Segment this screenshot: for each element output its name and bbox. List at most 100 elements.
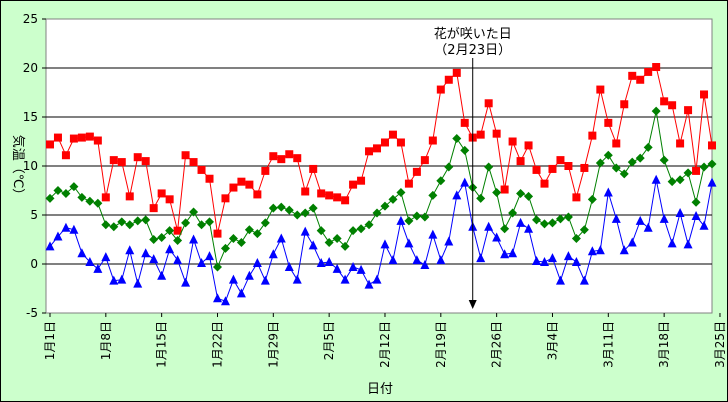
- data-point-min: [540, 257, 550, 267]
- data-point-min: [356, 264, 366, 274]
- data-point-min: [396, 215, 406, 225]
- data-point-min: [595, 245, 605, 255]
- data-point-mean: [125, 220, 135, 230]
- data-point-mean: [484, 162, 494, 172]
- data-point-max: [261, 166, 270, 175]
- data-point-max: [357, 176, 366, 185]
- data-point-min: [611, 213, 621, 223]
- data-point-mean: [587, 194, 597, 204]
- data-point-min: [555, 275, 565, 285]
- data-point-min: [268, 249, 278, 259]
- data-point-mean: [141, 215, 151, 225]
- data-point-mean: [244, 225, 254, 235]
- data-point-max: [317, 189, 326, 198]
- data-point-min: [53, 231, 63, 241]
- data-point-min: [260, 275, 270, 285]
- x-tick-label: 1月22日: [210, 321, 224, 368]
- data-point-max: [173, 226, 182, 235]
- data-point-min: [244, 270, 254, 280]
- data-point-min: [571, 257, 581, 267]
- data-point-min: [364, 279, 374, 289]
- data-point-max: [580, 163, 589, 172]
- x-tick-label: 1月15日: [155, 321, 169, 368]
- data-point-max: [341, 196, 350, 205]
- bloom-day-arrow-head: [468, 300, 477, 309]
- data-point-mean: [667, 177, 677, 187]
- data-point-max: [213, 229, 222, 238]
- data-point-mean: [212, 262, 222, 272]
- data-point-mean: [619, 169, 629, 179]
- data-point-max: [588, 131, 597, 140]
- data-point-mean: [571, 234, 581, 244]
- data-point-mean: [380, 201, 390, 211]
- data-point-mean: [340, 241, 350, 251]
- data-point-max: [388, 130, 397, 139]
- y-tick-labels: -5 0 5 10 15 20 25: [23, 12, 46, 320]
- data-point-mean: [85, 196, 95, 206]
- data-point-max: [157, 189, 166, 198]
- data-point-mean: [388, 194, 398, 204]
- data-point-min: [220, 296, 230, 306]
- data-point-max: [93, 136, 102, 145]
- data-point-mean: [268, 203, 278, 213]
- data-point-min: [101, 252, 111, 262]
- data-point-mean: [699, 162, 709, 172]
- data-point-mean: [205, 217, 215, 227]
- data-point-mean: [61, 188, 71, 198]
- data-point-max: [700, 90, 709, 99]
- series-max: [45, 63, 716, 238]
- data-point-max: [412, 167, 421, 176]
- data-point-max: [373, 144, 382, 153]
- bloom-annotation-date: （2月23日）: [434, 43, 511, 58]
- y-tick-label: -5: [26, 306, 38, 320]
- data-point-max: [293, 154, 302, 163]
- data-point-mean: [149, 235, 159, 244]
- data-point-min: [508, 248, 518, 258]
- data-point-min: [643, 222, 653, 232]
- data-point-max: [85, 132, 94, 141]
- data-point-min: [205, 251, 215, 261]
- data-point-min: [436, 255, 446, 265]
- data-point-min: [603, 187, 613, 197]
- series-mean: [45, 106, 717, 272]
- data-point-min: [133, 278, 143, 288]
- data-point-min: [707, 177, 717, 187]
- data-point-max: [436, 85, 445, 94]
- data-point-min: [691, 210, 701, 220]
- data-point-mean: [532, 215, 542, 225]
- data-point-max: [692, 166, 701, 175]
- data-point-min: [61, 222, 71, 232]
- x-tick-label: 3月25日: [713, 321, 727, 368]
- data-point-max: [141, 157, 150, 166]
- y-axis-label: 気温（℃）: [10, 135, 26, 202]
- data-point-mean: [707, 159, 717, 169]
- data-point-max: [660, 97, 669, 106]
- data-point-mean: [516, 188, 526, 198]
- data-point-mean: [316, 226, 326, 236]
- data-point-max: [428, 136, 437, 145]
- data-point-mean: [189, 207, 199, 217]
- x-tick-label: 2月19日: [434, 321, 448, 368]
- data-point-max: [652, 63, 661, 72]
- x-tick-label: 3月11日: [601, 321, 615, 368]
- data-point-max: [508, 137, 517, 146]
- data-point-min: [492, 232, 502, 242]
- data-point-min: [476, 253, 486, 263]
- data-point-max: [396, 138, 405, 147]
- data-point-max: [301, 187, 310, 196]
- data-point-max: [644, 67, 653, 76]
- data-point-max: [109, 156, 118, 165]
- bloom-annotation-title: 花が咲いた日: [434, 26, 512, 42]
- data-point-mean: [651, 106, 661, 116]
- data-point-max: [516, 157, 525, 166]
- data-point-min: [276, 233, 286, 243]
- data-point-min: [627, 237, 637, 247]
- data-point-mean: [332, 234, 342, 244]
- y-tick-label: 5: [30, 208, 38, 222]
- data-point-mean: [133, 216, 143, 226]
- data-point-min: [444, 236, 454, 246]
- data-point-mean: [627, 157, 637, 167]
- data-point-mean: [324, 237, 334, 247]
- data-point-min: [524, 223, 534, 233]
- data-point-mean: [69, 182, 79, 192]
